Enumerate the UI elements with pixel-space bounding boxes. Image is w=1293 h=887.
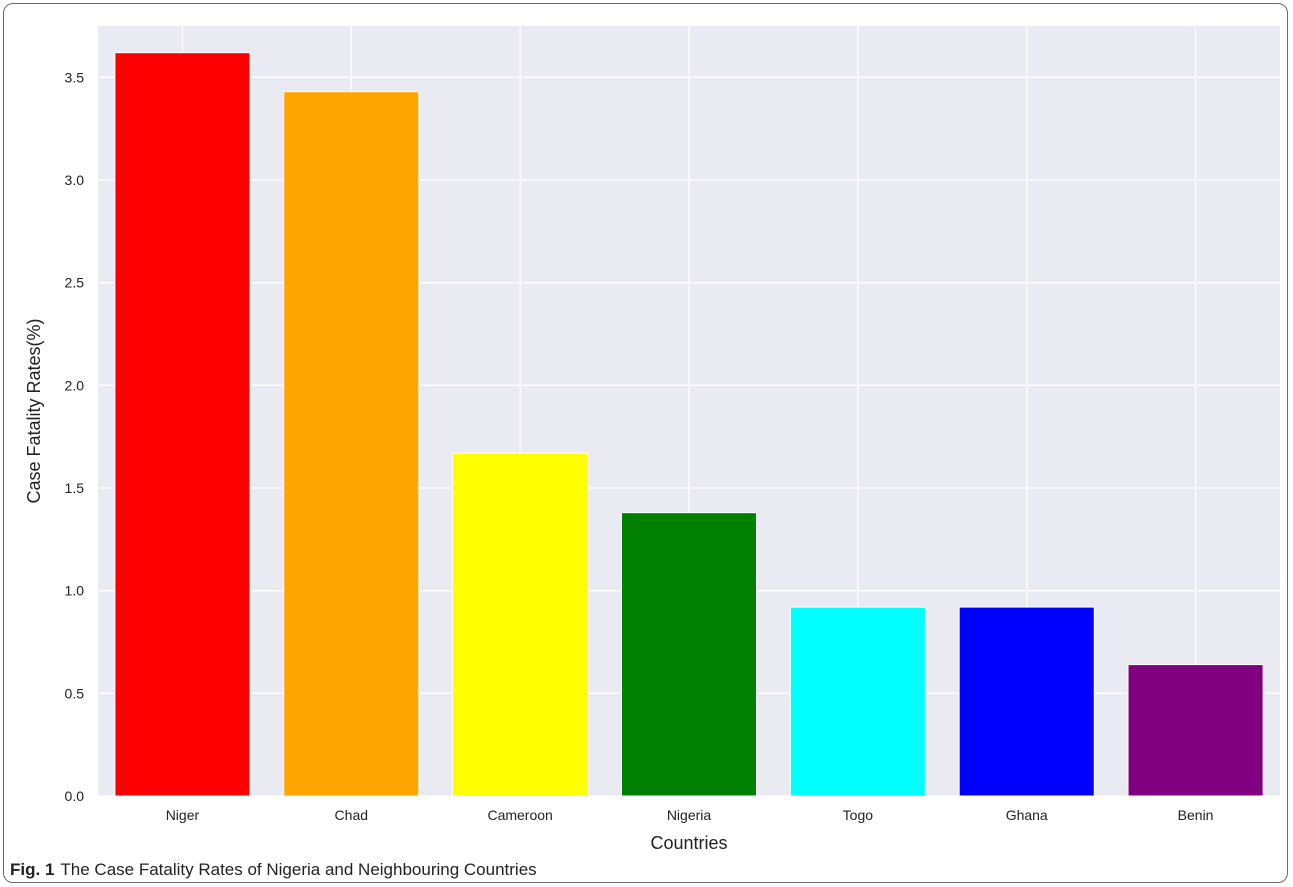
figure-frame bbox=[3, 3, 1288, 883]
bar-niger bbox=[114, 52, 251, 797]
x-tick-labels: Niger Chad Cameroon Nigeria Togo Ghana Benin bbox=[166, 807, 1214, 823]
x-tick-label: Nigeria bbox=[667, 807, 712, 823]
caption-text: The Case Fatality Rates of Nigeria and N… bbox=[60, 860, 537, 879]
x-axis-label: Countries bbox=[650, 833, 727, 853]
bar-ghana bbox=[958, 606, 1095, 797]
y-tick-label: 3.5 bbox=[65, 69, 85, 85]
y-tick-label: 3.0 bbox=[65, 172, 85, 188]
x-tick-label: Ghana bbox=[1006, 807, 1048, 823]
bar-nigeria bbox=[620, 512, 758, 797]
y-axis-label: Case Fatality Rates(%) bbox=[24, 318, 44, 503]
x-tick-label: Togo bbox=[843, 807, 874, 823]
y-tick-label: 1.0 bbox=[65, 583, 85, 599]
x-tick-label: Benin bbox=[1178, 807, 1214, 823]
x-tick-label: Niger bbox=[166, 807, 200, 823]
y-tick-label: 1.5 bbox=[65, 480, 85, 496]
bar-cameroon bbox=[452, 452, 589, 797]
x-tick-label: Chad bbox=[335, 807, 368, 823]
y-tick-label: 0.5 bbox=[65, 685, 85, 701]
figure-caption: Fig. 1 The Case Fatality Rates of Nigeria… bbox=[10, 860, 537, 880]
y-tick-label: 0.0 bbox=[65, 788, 85, 804]
y-tick-label: 2.0 bbox=[65, 377, 85, 393]
y-tick-label: 2.5 bbox=[65, 275, 85, 291]
y-tick-labels: 0.0 0.5 1.0 1.5 2.0 2.5 3.0 3.5 bbox=[65, 69, 85, 804]
bar-chad bbox=[283, 91, 420, 797]
bar-benin bbox=[1127, 664, 1264, 797]
bar-togo bbox=[789, 606, 926, 797]
caption-label: Fig. 1 bbox=[10, 860, 55, 879]
x-tick-label: Cameroon bbox=[487, 807, 552, 823]
bars bbox=[114, 52, 1264, 797]
